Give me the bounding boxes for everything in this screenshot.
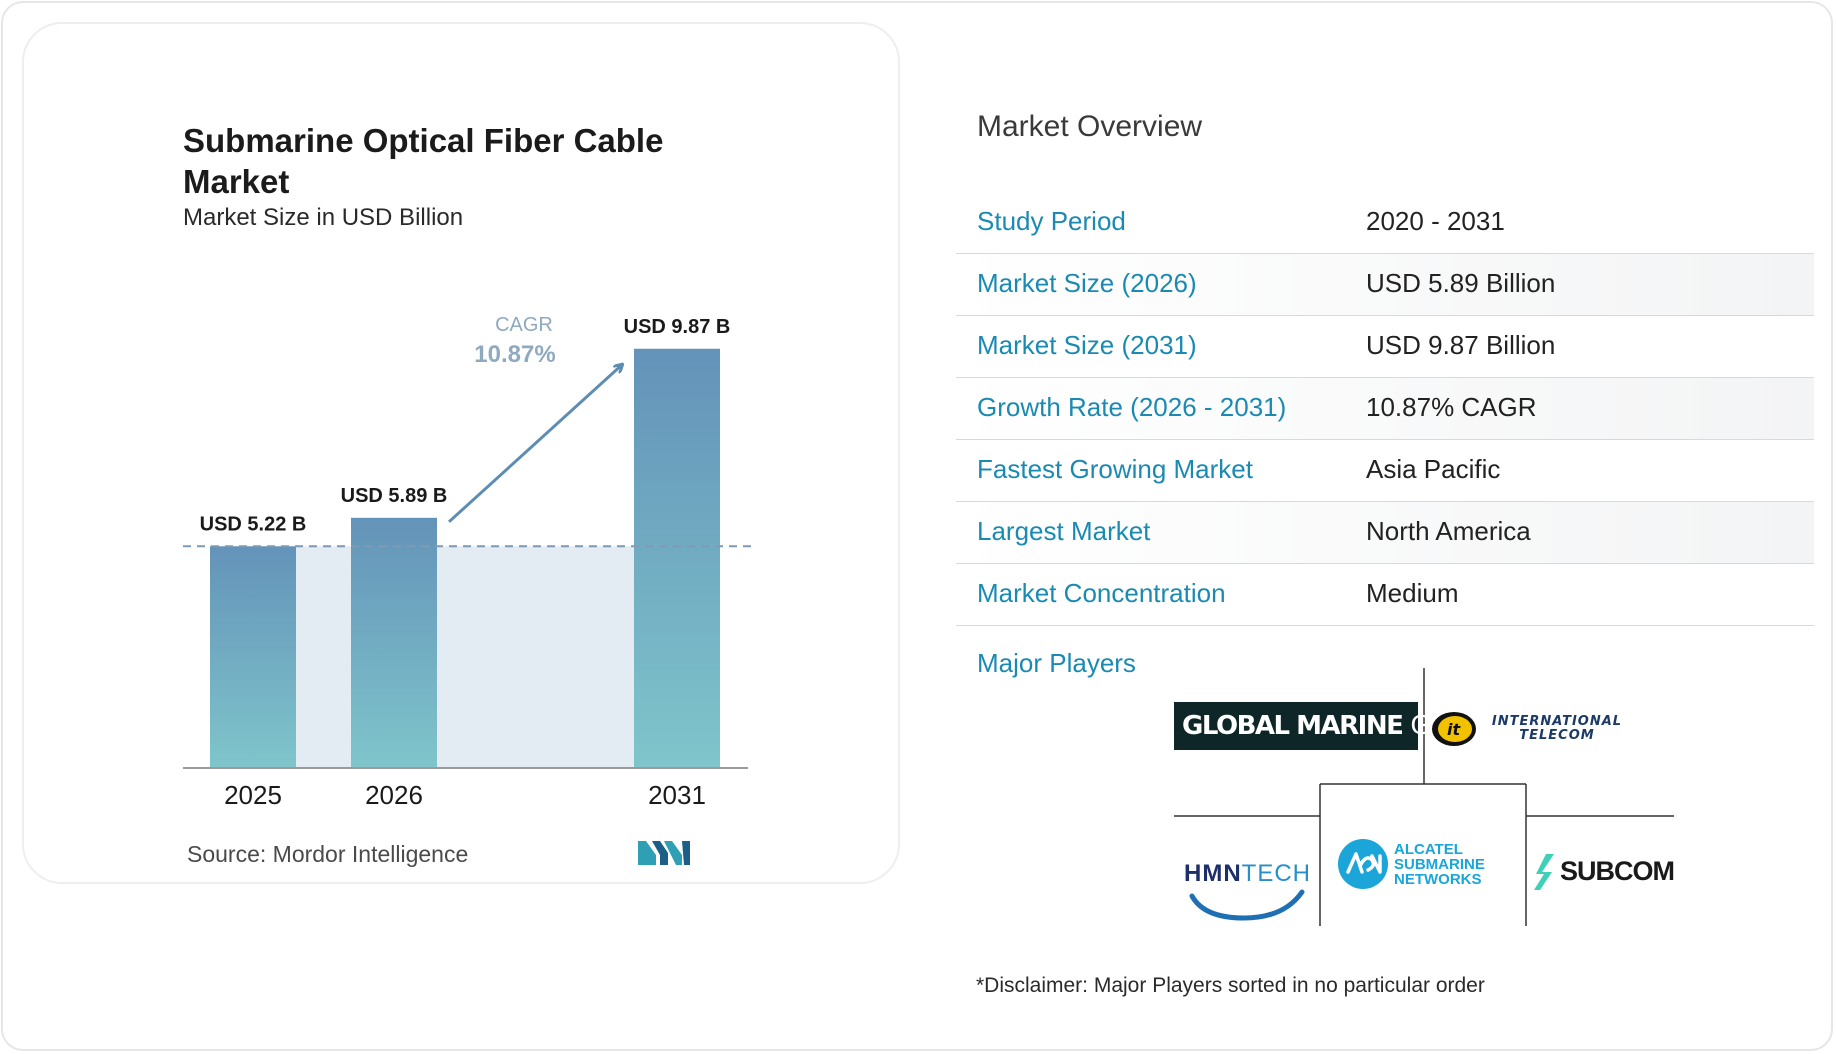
overview-value: USD 9.87 Billion <box>1366 330 1556 360</box>
overview-value: USD 5.89 Billion <box>1366 268 1556 298</box>
hmn-text: HMN <box>1184 860 1242 887</box>
cagr-value: 10.87% <box>474 341 555 368</box>
asn-line2: SUBMARINE <box>1394 856 1485 873</box>
overview-row-market-size-2026: Market Size (2026) USD 5.89 Billion <box>956 254 1814 316</box>
overview-label: Fastest Growing Market <box>977 454 1253 484</box>
overview-heading: Market Overview <box>977 110 1203 143</box>
data-label-2025: USD 5.22 B <box>200 513 307 535</box>
overview-value: 10.87% CAGR <box>1366 392 1537 422</box>
disclaimer-text: *Disclaimer: Major Players sorted in no … <box>976 974 1485 997</box>
tech-text: TECH <box>1241 860 1311 887</box>
asn-circle-icon <box>1338 839 1388 889</box>
bar-2031 <box>634 348 720 768</box>
overview-value: Asia Pacific <box>1366 454 1501 484</box>
overview-label: Largest Market <box>977 516 1151 546</box>
hmn-tech-logo: HMNTECH <box>1184 856 1318 926</box>
x-tick-label-2031: 2031 <box>648 780 706 810</box>
mordor-intelligence-logo <box>638 841 690 865</box>
bar-chart: USD 5.22 B USD 5.89 B USD 9.87 B 2025 2026 20… <box>183 314 752 810</box>
overview-label: Market Concentration <box>977 578 1226 608</box>
international-telecom-text: INTERNATIONAL TELECOM <box>1482 715 1632 743</box>
overview-value: North America <box>1366 516 1531 546</box>
subcom-logo: SUBCOM <box>1532 852 1675 892</box>
overview-label: Market Size (2026) <box>977 268 1197 298</box>
asn-text: ALCATEL SUBMARINE NETWORKS <box>1394 842 1485 887</box>
overview-label: Growth Rate (2026 - 2031) <box>977 392 1287 422</box>
chart-subtitle: Market Size in USD Billion <box>183 204 464 231</box>
hmn-tech-text: HMNTECH <box>1184 860 1311 888</box>
subcom-mark-icon <box>1534 854 1554 890</box>
x-tick-label-2026: 2026 <box>365 780 423 810</box>
bar-2026 <box>351 517 437 768</box>
cagr-arrow <box>447 365 622 523</box>
data-label-2031: USD 9.87 B <box>624 316 731 338</box>
it-line1: INTERNATIONAL <box>1491 714 1623 729</box>
cagr-label: CAGR <box>495 314 553 336</box>
overview-row-growth-rate: Growth Rate (2026 - 2031) 10.87% CAGR <box>956 378 1814 440</box>
overview-row-fastest-growing: Fastest Growing Market Asia Pacific <box>956 440 1814 502</box>
global-marine-text: GLOBAL MARINE <box>1182 711 1404 741</box>
chart-source: Source: Mordor Intelligence <box>187 841 469 867</box>
overview-row-study-period: Study Period 2020 - 2031 <box>956 192 1814 254</box>
major-players-heading: Major Players <box>977 648 1136 678</box>
overview-table: Study Period 2020 - 2031 Market Size (20… <box>956 192 1814 626</box>
overview-row-market-size-2031: Market Size (2031) USD 9.87 Billion <box>956 316 1814 378</box>
data-label-2026: USD 5.89 B <box>341 485 448 507</box>
baseline-band <box>296 546 634 768</box>
bar-2025 <box>210 546 296 768</box>
it-badge-text: it <box>1447 720 1461 739</box>
overview-value: 2020 - 2031 <box>1366 206 1505 236</box>
asn-line1: ALCATEL <box>1394 841 1463 858</box>
overview-value: Medium <box>1366 578 1459 608</box>
international-telecom-logo: it INTERNATIONAL TELECOM <box>1430 704 1630 752</box>
alcatel-submarine-networks-logo: ALCATEL SUBMARINE NETWORKS <box>1336 836 1496 896</box>
overview-row-concentration: Market Concentration Medium <box>956 564 1814 626</box>
it-badge-icon: it <box>1432 712 1476 746</box>
asn-line3: NETWORKS <box>1394 871 1482 888</box>
x-tick-label-2025: 2025 <box>224 780 282 810</box>
global-marine-group-logo: GLOBAL MARINE GROUP <box>1174 702 1498 750</box>
hmn-swoosh-icon <box>1189 889 1305 921</box>
chart-title: Submarine Optical Fiber Cable Market <box>183 122 664 200</box>
overview-row-largest-market: Largest Market North America <box>956 502 1814 564</box>
it-line2: TELECOM <box>1519 728 1595 743</box>
overview-label: Market Size (2031) <box>977 330 1197 360</box>
subcom-text: SUBCOM <box>1560 856 1675 886</box>
overview-label: Study Period <box>977 206 1126 236</box>
